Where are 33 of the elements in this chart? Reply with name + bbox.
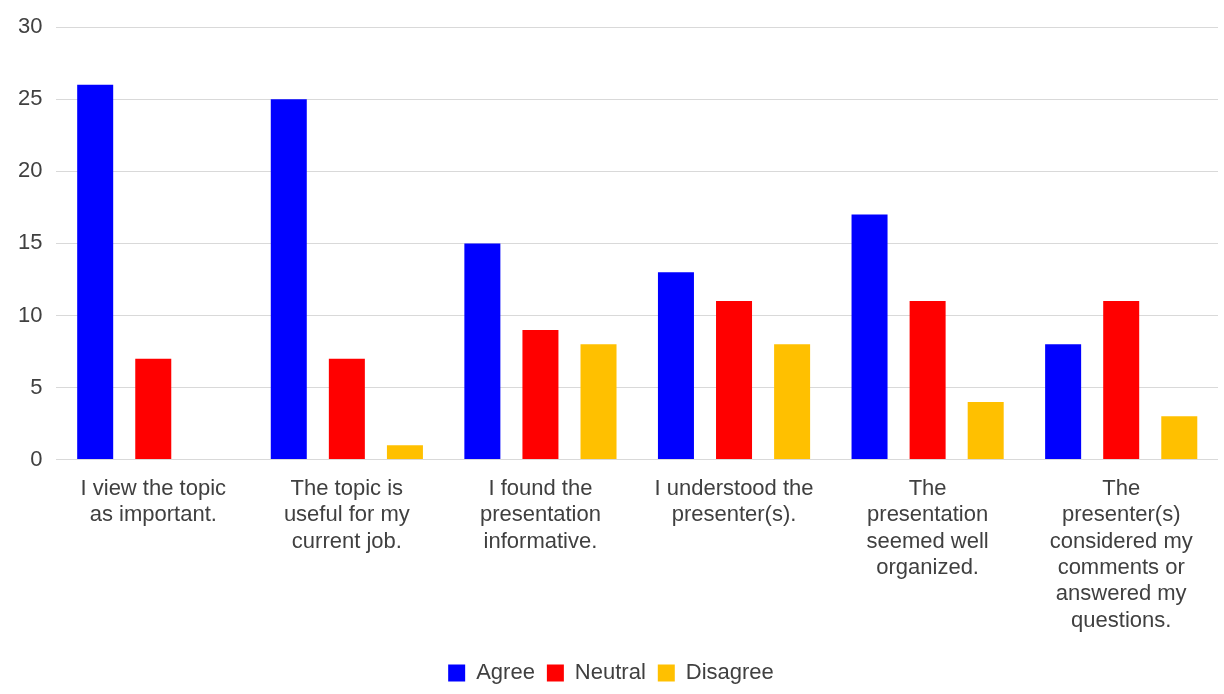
bar xyxy=(851,214,888,460)
bar xyxy=(386,445,423,460)
bar xyxy=(522,329,559,460)
y-tick-label: 25 xyxy=(17,85,43,111)
bar xyxy=(77,84,114,460)
bar xyxy=(1045,344,1082,460)
y-tick-label: 15 xyxy=(17,229,43,255)
x-tick-label: The presentation seemed well organized. xyxy=(866,474,989,580)
legend-label: Disagree xyxy=(685,659,774,685)
bar xyxy=(967,401,1004,460)
legend-label: Agree xyxy=(476,659,535,685)
y-tick-label: 10 xyxy=(17,301,43,327)
bar xyxy=(716,301,753,460)
bar xyxy=(328,358,365,460)
x-tick-label: I found the presentation informative. xyxy=(479,474,601,553)
x-tick-label: The topic is useful for my current job. xyxy=(283,474,410,553)
bar xyxy=(909,301,946,460)
bar xyxy=(580,344,617,460)
bar xyxy=(135,358,172,460)
bar xyxy=(1161,416,1198,460)
y-tick-label: 30 xyxy=(17,13,43,39)
bar xyxy=(1103,301,1140,460)
x-tick-label: I understood the presenter(s). xyxy=(654,474,814,527)
y-tick-label: 20 xyxy=(17,157,43,183)
bar xyxy=(464,243,501,460)
x-tick-label: The presenter(s) considered my comments or answered my questions. xyxy=(1049,474,1193,632)
bar xyxy=(270,99,307,460)
y-tick-label: 5 xyxy=(30,373,43,399)
bar xyxy=(657,272,694,460)
x-tick-label: I view the topic as important. xyxy=(80,474,227,527)
y-tick-label: 0 xyxy=(30,445,43,471)
bar xyxy=(774,344,811,460)
legend-label: Neutral xyxy=(574,659,646,685)
